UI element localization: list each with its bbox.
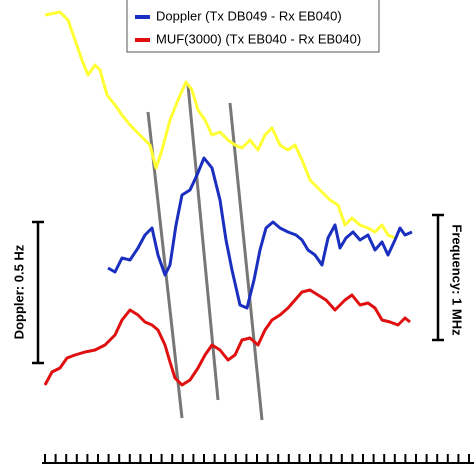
guide-line <box>186 84 220 401</box>
annotation: Doppler: 0.5 Hz <box>11 244 26 339</box>
series-line <box>43 288 411 387</box>
scale-bar-right <box>432 213 444 342</box>
series-line <box>44 10 396 240</box>
legend-label: Doppler (Tx DB049 - Rx EB040) <box>156 8 342 23</box>
annotation: Frequency: 1 MHz <box>450 224 465 336</box>
series-line <box>107 156 413 310</box>
legend-box <box>126 0 380 53</box>
guide-line <box>228 102 264 421</box>
scale-bar-left <box>32 220 44 365</box>
legend-label: MUF(3000) (Tx EB040 - Rx EB040) <box>156 31 361 46</box>
ruler <box>42 454 474 464</box>
